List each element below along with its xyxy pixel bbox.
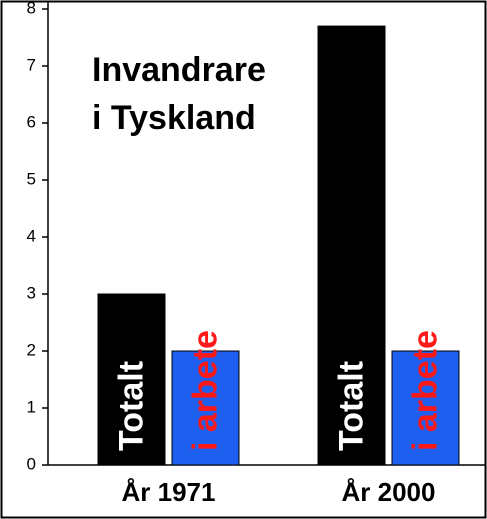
x-tick-label: År 1971 bbox=[122, 477, 216, 507]
bar-series-label: i arbete bbox=[406, 330, 444, 451]
y-tick-label: 7 bbox=[27, 55, 36, 74]
bar bbox=[317, 25, 386, 466]
x-tick-label: År 2000 bbox=[342, 477, 436, 507]
chart-title: i Tyskland bbox=[92, 99, 256, 137]
bar-series-label: i arbete bbox=[186, 330, 224, 451]
y-tick-label: 3 bbox=[27, 283, 36, 302]
bar bbox=[391, 350, 460, 466]
bar-series-label: Totalt bbox=[112, 361, 150, 451]
y-tick-label: 5 bbox=[27, 169, 36, 188]
y-tick-label: 8 bbox=[27, 0, 36, 17]
y-tick-label: 0 bbox=[27, 454, 36, 473]
bar-series-label: Totalt bbox=[332, 361, 370, 451]
y-tick-label: 2 bbox=[27, 340, 36, 359]
bar bbox=[171, 350, 240, 466]
bar bbox=[97, 293, 166, 466]
y-tick-label: 4 bbox=[27, 226, 36, 245]
chart-title: Invandrare bbox=[92, 51, 266, 89]
y-tick-label: 6 bbox=[27, 112, 36, 131]
y-tick-label: 1 bbox=[27, 397, 36, 416]
